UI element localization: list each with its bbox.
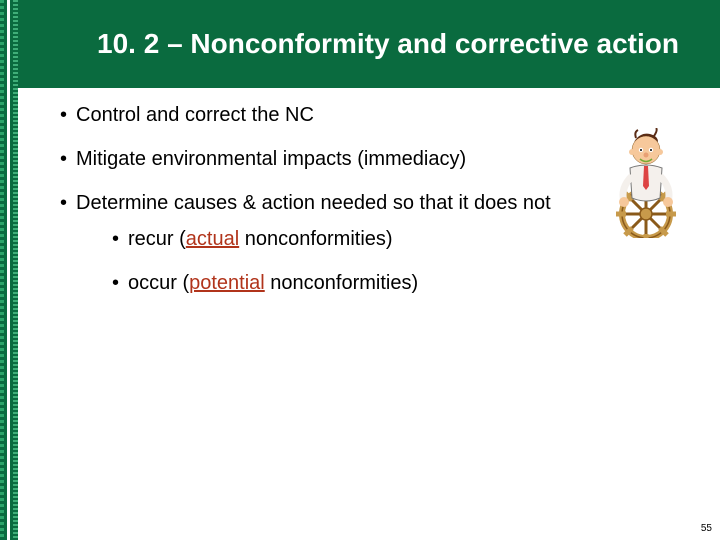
sub-bullet-post: nonconformities) [239, 228, 392, 250]
slide-title: 10. 2 – Nonconformity and corrective act… [76, 27, 700, 61]
sub-bullet-pre: occur ( [128, 272, 189, 294]
bullet-list-level1: Control and correct the NC Mitigate envi… [60, 102, 690, 296]
bullet-item: Determine causes & action needed so that… [60, 190, 690, 296]
bullet-item: Control and correct the NC [60, 102, 690, 128]
title-bar: 10. 2 – Nonconformity and corrective act… [18, 0, 720, 88]
slide: 10. 2 – Nonconformity and corrective act… [0, 0, 720, 540]
sub-bullet-pre: recur ( [128, 228, 186, 250]
sub-bullet-emph: potential [189, 272, 265, 294]
bullet-text: Determine causes & action needed so that… [76, 192, 551, 214]
side-decoration [0, 0, 18, 540]
slide-body: Control and correct the NC Mitigate envi… [60, 102, 690, 314]
page-number: 55 [701, 523, 712, 534]
bullet-item: Mitigate environmental impacts (immediac… [60, 146, 690, 172]
steering-man-icon [600, 128, 692, 238]
sub-bullet-emph: actual [186, 228, 239, 250]
bullet-text: Control and correct the NC [76, 104, 314, 126]
sub-bullet-item: occur (potential nonconformities) [112, 270, 690, 296]
sub-bullet-post: nonconformities) [265, 272, 418, 294]
bullet-text: Mitigate environmental impacts (immediac… [76, 148, 466, 170]
